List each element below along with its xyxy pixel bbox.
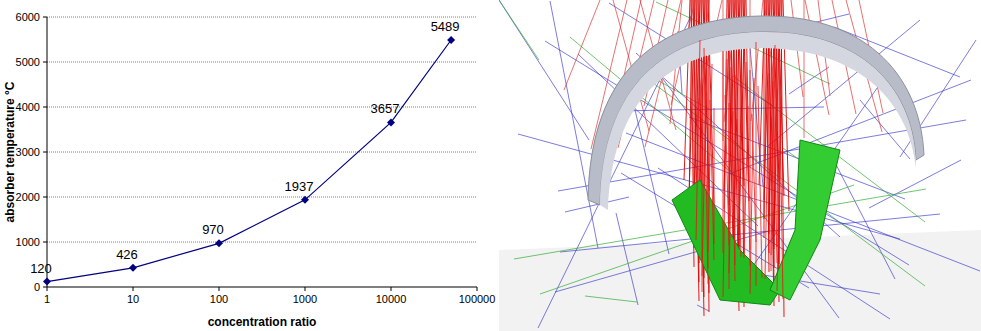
- x-tick-label: 10: [127, 293, 139, 305]
- data-point: [447, 36, 455, 44]
- data-label: 120: [30, 261, 52, 276]
- y-tick-label: 3000: [16, 146, 40, 158]
- absorber: [672, 180, 780, 305]
- ray-red: [723, 51, 724, 253]
- grid-line: [47, 152, 477, 153]
- x-axis: [47, 287, 477, 288]
- ray-red: [714, 108, 715, 244]
- render: [499, 0, 981, 331]
- ray-red: [758, 86, 762, 278]
- ray-red: [723, 59, 727, 297]
- ray-red: [744, 106, 748, 258]
- data-label: 3657: [371, 101, 400, 116]
- y-tick: [43, 242, 47, 243]
- y-tick: [43, 197, 47, 198]
- render-bg: [499, 0, 981, 331]
- x-tick: [305, 287, 306, 291]
- x-tick: [391, 287, 392, 291]
- ray-red: [750, 78, 754, 294]
- x-tick: [47, 287, 48, 291]
- ray-green: [585, 296, 637, 302]
- x-tick: [477, 287, 478, 291]
- y-tick-label: 2000: [16, 191, 40, 203]
- x-tick-label: 100: [210, 293, 228, 305]
- ray-blue: [618, 107, 824, 111]
- ray-red: [735, 75, 736, 265]
- ray-red: [750, 70, 751, 250]
- ray-blue: [616, 213, 638, 305]
- ray-red: [696, 40, 700, 240]
- x-axis-title: concentration ratio: [208, 315, 317, 329]
- ray-red: [756, 42, 757, 286]
- ray-blue: [499, 0, 589, 140]
- marks: [43, 36, 455, 286]
- ray-red: [777, 97, 781, 291]
- data-label: 426: [116, 247, 138, 262]
- page: 0 1000 2000 3000 4000 5000 6000 1 10 100 1000 10000…: [0, 0, 981, 331]
- x-tick: [219, 287, 220, 291]
- ray-red: [765, 73, 769, 279]
- data-line: [47, 40, 451, 282]
- chart: 0 1000 2000 3000 4000 5000 6000 1 10 100 1000 10000…: [3, 11, 495, 329]
- x-tick: [133, 287, 134, 291]
- grid-line: [47, 17, 477, 18]
- data-label: 1937: [285, 179, 314, 194]
- data-point: [129, 264, 137, 272]
- ray-red: [777, 89, 778, 247]
- data-point: [301, 196, 309, 204]
- y-tick-label: 4000: [16, 101, 40, 113]
- ray-red: [564, 0, 600, 90]
- x-tick-label: 1000: [293, 293, 317, 305]
- data-label: 970: [202, 222, 224, 237]
- y-axis: [47, 17, 48, 287]
- ray-blue: [631, 93, 669, 254]
- y-tick: [43, 107, 47, 108]
- data-point: [43, 278, 51, 286]
- ray-blue: [550, 1, 598, 248]
- y-tick-label: 0: [34, 281, 40, 293]
- ray-blue: [829, 151, 895, 279]
- ray-blue: [869, 160, 961, 208]
- grid-line: [47, 242, 477, 243]
- ray-blue: [697, 305, 709, 311]
- ray-red: [737, 119, 741, 257]
- grid-line: [47, 62, 477, 63]
- grid-line: [47, 197, 477, 198]
- data-point: [387, 118, 395, 126]
- x-tick-label: 100000: [459, 293, 496, 305]
- ray-red: [702, 92, 706, 276]
- reflector-inner: [600, 32, 916, 210]
- y-tick-label: 1000: [16, 236, 40, 248]
- y-tick: [43, 152, 47, 153]
- y-axis-title: absorber temperature °C: [3, 81, 17, 222]
- ray-red: [729, 111, 733, 273]
- y-tick-label: 6000: [16, 11, 40, 23]
- data-point: [215, 239, 223, 247]
- ray-red: [708, 64, 712, 252]
- y-tick: [43, 62, 47, 63]
- y-tick: [43, 17, 47, 18]
- ray-red: [725, 95, 729, 245]
- y-tick-label: 5000: [16, 56, 40, 68]
- ray-red: [771, 45, 775, 255]
- grid-line: [47, 107, 477, 108]
- data-label: 5489: [431, 19, 460, 34]
- x-tick-label: 1: [44, 293, 50, 305]
- y-tick: [43, 287, 47, 288]
- x-tick-label: 10000: [376, 293, 407, 305]
- ray-green: [499, 0, 539, 60]
